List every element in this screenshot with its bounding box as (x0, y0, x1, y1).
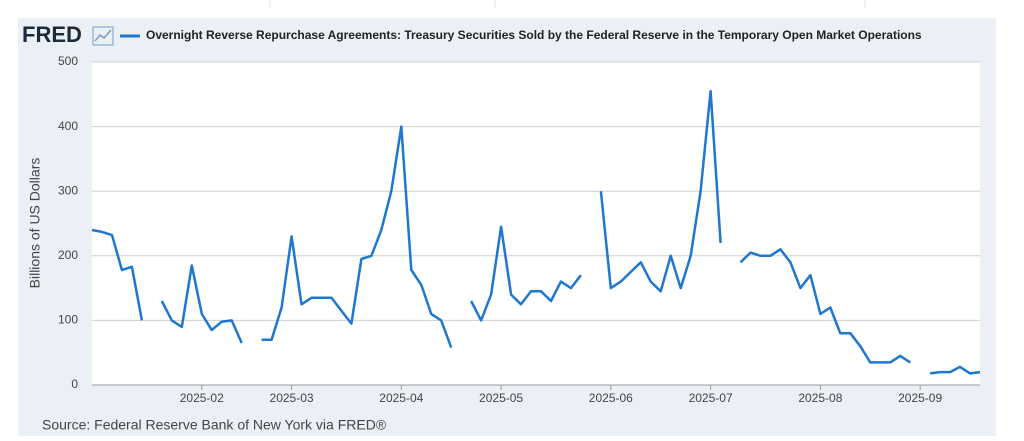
x-tick-label: 2025-08 (798, 391, 842, 405)
y-axis-label: Billions of US Dollars (27, 158, 43, 289)
y-tick-label: 200 (58, 248, 78, 262)
plot-area (92, 62, 980, 385)
x-tick-label: 2025-06 (589, 391, 633, 405)
y-tick-label: 0 (71, 377, 78, 391)
logo: FRED (22, 22, 82, 47)
y-tick-label: 400 (58, 119, 78, 133)
x-tick-label: 2025-07 (689, 391, 733, 405)
logo-icon (92, 26, 114, 46)
y-tick-label: 300 (58, 183, 78, 197)
x-tick-label: 2025-02 (180, 391, 224, 405)
x-tick-label: 2025-04 (379, 391, 423, 405)
x-tick-label: 2025-05 (479, 391, 523, 405)
source: Source: Federal Reserve Bank of New York… (42, 417, 387, 433)
legend-title: Overnight Reverse Repurchase Agreements:… (146, 28, 922, 42)
logo-icon-line (94, 29, 112, 42)
x-tick-label: 2025-03 (270, 391, 314, 405)
series-line (91, 89, 981, 375)
y-tick-label: 500 (58, 54, 78, 68)
y-tick-label: 100 (58, 313, 78, 327)
x-tick-label: 2025-09 (898, 391, 942, 405)
